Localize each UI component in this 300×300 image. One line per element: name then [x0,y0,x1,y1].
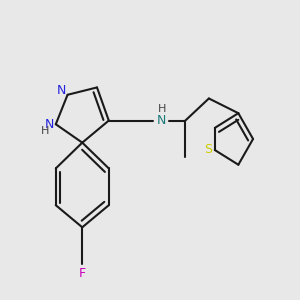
Text: S: S [204,143,212,157]
Text: N: N [157,114,167,127]
Text: N: N [45,118,54,131]
Text: N: N [57,84,66,97]
Text: H: H [41,126,50,136]
Text: F: F [79,267,86,280]
Text: H: H [158,104,166,114]
